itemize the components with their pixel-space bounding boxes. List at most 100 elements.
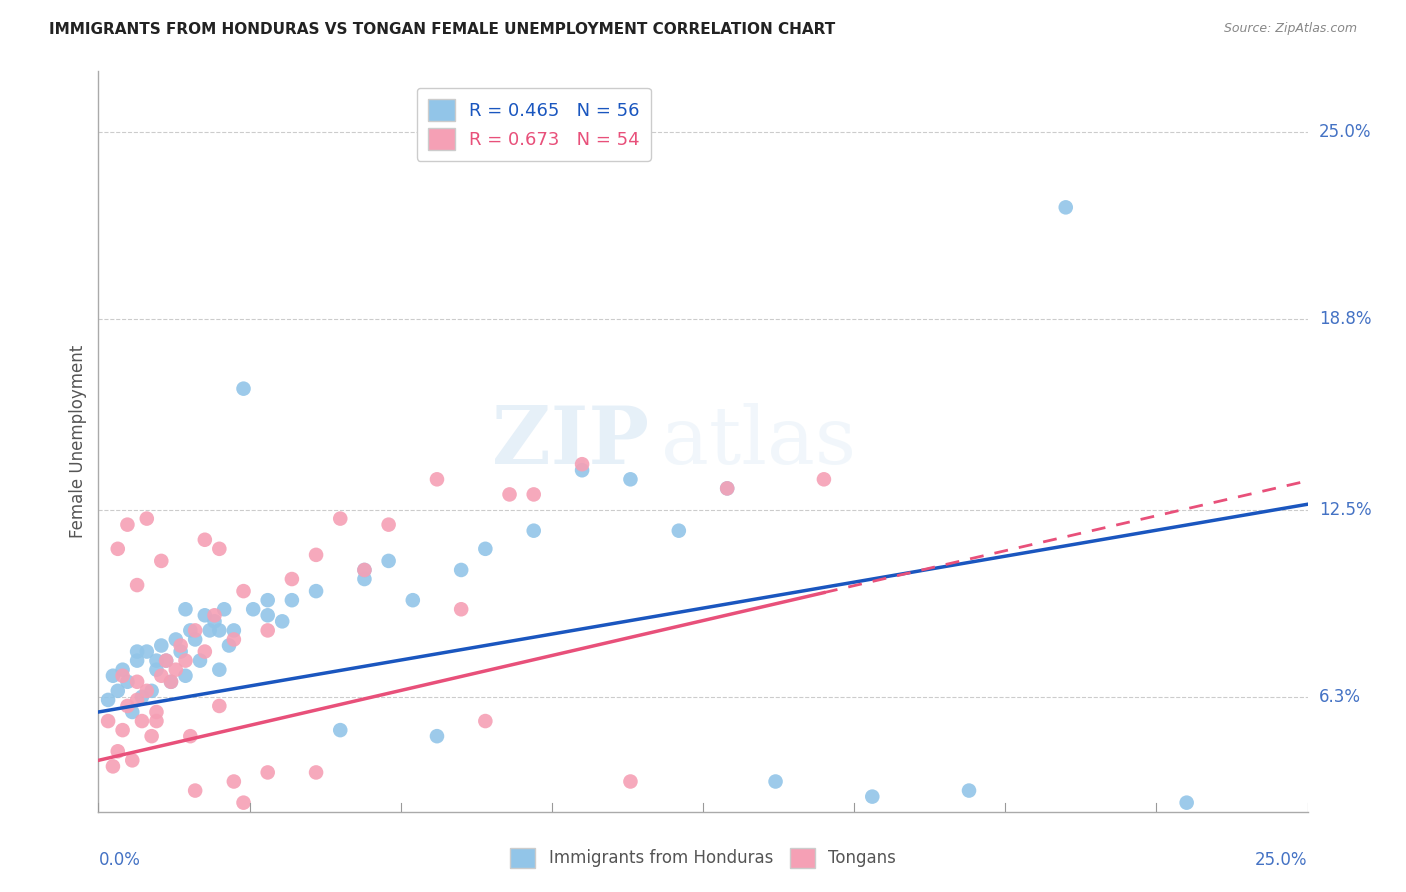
Point [208, 541, 231, 556]
Point [127, 654, 149, 668]
Point [135, 644, 157, 658]
Point [131, 690, 153, 704]
Point [145, 654, 167, 668]
Point [716, 482, 738, 496]
Point [150, 639, 173, 653]
Point [765, 774, 787, 789]
Text: 6.3%: 6.3% [1319, 688, 1361, 706]
Point [107, 541, 129, 556]
Point [218, 639, 240, 653]
Point [305, 584, 328, 599]
Point [198, 624, 221, 638]
Point [127, 578, 149, 592]
Point [256, 593, 278, 607]
Point [184, 632, 207, 647]
Point [329, 723, 352, 738]
Point [121, 753, 143, 767]
Point [571, 463, 593, 477]
Point [208, 624, 231, 638]
Point [107, 683, 129, 698]
Point [145, 714, 167, 728]
Point [1175, 796, 1198, 810]
Point [242, 602, 264, 616]
Point [174, 602, 197, 616]
Text: 18.8%: 18.8% [1319, 310, 1371, 328]
Point [184, 624, 207, 638]
Point [450, 563, 472, 577]
Point [117, 674, 139, 689]
Point [174, 669, 197, 683]
Point [127, 693, 149, 707]
Point [179, 729, 201, 743]
Text: Source: ZipAtlas.com: Source: ZipAtlas.com [1223, 22, 1357, 36]
Point [131, 714, 153, 728]
Point [111, 669, 134, 683]
Point [222, 632, 245, 647]
Point [571, 457, 593, 471]
Text: ZIP: ZIP [492, 402, 648, 481]
Point [222, 774, 245, 789]
Text: 0.0%: 0.0% [98, 851, 141, 869]
Point [111, 663, 134, 677]
Point [117, 517, 139, 532]
Point [523, 487, 546, 501]
Point [281, 572, 304, 586]
Point [141, 729, 163, 743]
Point [1054, 200, 1077, 214]
Point [127, 644, 149, 658]
Text: IMMIGRANTS FROM HONDURAS VS TONGAN FEMALE UNEMPLOYMENT CORRELATION CHART: IMMIGRANTS FROM HONDURAS VS TONGAN FEMAL… [49, 22, 835, 37]
Point [169, 644, 191, 658]
Point [353, 572, 375, 586]
Point [523, 524, 546, 538]
Point [271, 615, 294, 629]
Point [281, 593, 304, 607]
Point [155, 654, 177, 668]
Y-axis label: Female Unemployment: Female Unemployment [69, 345, 87, 538]
Point [377, 517, 399, 532]
Point [165, 663, 187, 677]
Point [194, 608, 217, 623]
Point [97, 714, 120, 728]
Point [184, 783, 207, 797]
Point [111, 723, 134, 738]
Point [145, 705, 167, 719]
Point [256, 765, 278, 780]
Point [101, 669, 124, 683]
Point [107, 744, 129, 758]
Legend: R = 0.465   N = 56, R = 0.673   N = 54: R = 0.465 N = 56, R = 0.673 N = 54 [416, 87, 651, 161]
Point [160, 674, 183, 689]
Point [619, 774, 641, 789]
Point [121, 705, 143, 719]
Point [232, 796, 254, 810]
Point [256, 624, 278, 638]
Point [204, 608, 226, 623]
Text: 12.5%: 12.5% [1319, 500, 1371, 518]
Point [150, 554, 173, 568]
Point [135, 511, 157, 525]
Point [135, 683, 157, 698]
Point [160, 674, 183, 689]
Point [117, 698, 139, 713]
Point [353, 563, 375, 577]
Point [127, 674, 149, 689]
Point [426, 729, 449, 743]
Point [188, 654, 211, 668]
Point [204, 615, 226, 629]
Text: 25.0%: 25.0% [1256, 851, 1308, 869]
Text: atlas: atlas [661, 402, 856, 481]
Point [212, 602, 235, 616]
Point [353, 563, 375, 577]
Point [194, 533, 217, 547]
Point [474, 714, 496, 728]
Legend: Immigrants from Honduras, Tongans: Immigrants from Honduras, Tongans [503, 841, 903, 875]
Point [179, 624, 201, 638]
Point [426, 472, 449, 486]
Point [619, 472, 641, 486]
Point [174, 654, 197, 668]
Point [222, 624, 245, 638]
Point [474, 541, 496, 556]
Point [169, 639, 191, 653]
Point [101, 759, 124, 773]
Point [498, 487, 520, 501]
Point [305, 548, 328, 562]
